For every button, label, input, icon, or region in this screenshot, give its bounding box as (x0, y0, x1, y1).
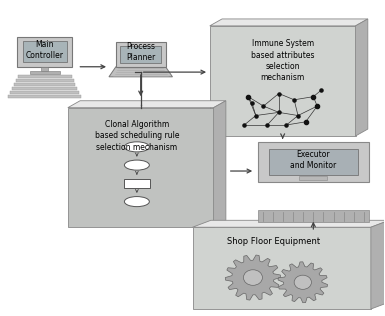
Text: Immune System
based attributes
selection
mechanism: Immune System based attributes selection… (251, 39, 315, 82)
Text: Process
Planner: Process Planner (126, 42, 155, 62)
Point (264, 122, 270, 127)
Point (291, 97, 297, 102)
Text: Shop Floor Equipment: Shop Floor Equipment (228, 237, 321, 246)
Polygon shape (68, 108, 214, 227)
Point (283, 122, 290, 127)
Point (276, 91, 282, 96)
FancyBboxPatch shape (121, 46, 161, 63)
FancyBboxPatch shape (258, 210, 369, 222)
Point (249, 100, 255, 106)
Point (241, 122, 248, 127)
Polygon shape (192, 227, 371, 309)
FancyBboxPatch shape (17, 37, 72, 67)
Text: Clonal Algorithm
based scheduling rule
selection mechanism: Clonal Algorithm based scheduling rule s… (95, 120, 179, 151)
FancyBboxPatch shape (300, 176, 327, 179)
Point (314, 104, 320, 109)
FancyBboxPatch shape (8, 95, 81, 98)
Point (253, 113, 259, 118)
FancyBboxPatch shape (12, 87, 77, 90)
Text: Main
Controller: Main Controller (26, 40, 64, 60)
FancyBboxPatch shape (116, 42, 166, 67)
Polygon shape (192, 220, 385, 227)
Point (295, 113, 301, 118)
FancyBboxPatch shape (16, 79, 74, 82)
Circle shape (243, 270, 263, 285)
FancyBboxPatch shape (10, 91, 79, 94)
Ellipse shape (124, 160, 149, 170)
Polygon shape (355, 19, 368, 136)
Ellipse shape (124, 142, 149, 152)
FancyBboxPatch shape (124, 179, 150, 188)
Polygon shape (210, 19, 368, 26)
FancyBboxPatch shape (23, 41, 67, 62)
Point (276, 110, 282, 115)
FancyBboxPatch shape (258, 142, 369, 182)
Polygon shape (68, 101, 226, 108)
Polygon shape (109, 67, 172, 77)
Polygon shape (214, 101, 226, 227)
Ellipse shape (124, 197, 149, 207)
Point (318, 88, 324, 93)
Polygon shape (278, 262, 328, 303)
Circle shape (294, 275, 311, 289)
Point (310, 94, 316, 99)
FancyBboxPatch shape (269, 149, 358, 174)
Point (245, 94, 251, 99)
Point (303, 119, 309, 125)
Point (260, 104, 266, 109)
FancyBboxPatch shape (42, 67, 48, 70)
Polygon shape (371, 220, 385, 309)
FancyBboxPatch shape (14, 83, 75, 86)
Polygon shape (225, 255, 281, 300)
Polygon shape (210, 26, 355, 136)
FancyBboxPatch shape (18, 75, 72, 78)
FancyBboxPatch shape (30, 70, 60, 74)
Text: Executor
and Monitor: Executor and Monitor (290, 150, 336, 170)
